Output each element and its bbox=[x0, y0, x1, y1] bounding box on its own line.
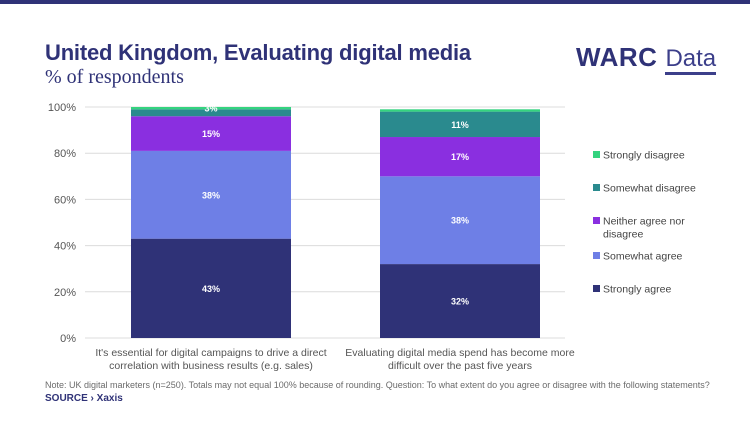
legend-swatch bbox=[593, 252, 600, 259]
bar-segment bbox=[131, 116, 291, 151]
data-label: 32% bbox=[451, 297, 469, 307]
x-category-label: difficult over the past five years bbox=[388, 360, 532, 372]
bar-segment bbox=[131, 107, 291, 110]
legend-swatch bbox=[593, 184, 600, 191]
bar-segment bbox=[380, 137, 540, 177]
warc-data-logo: WARC Data bbox=[576, 42, 717, 75]
bar-segment bbox=[131, 150, 291, 239]
bar-segment bbox=[131, 238, 291, 338]
logo-brand: WARC bbox=[576, 42, 658, 72]
data-label: 38% bbox=[451, 216, 469, 226]
legend-swatch bbox=[593, 285, 600, 292]
legend-label: Somewhat disagree bbox=[603, 183, 696, 195]
source-line: SOURCE › Xaxis bbox=[45, 393, 123, 404]
data-label: 11% bbox=[451, 120, 469, 130]
y-tick-label: 60% bbox=[54, 194, 76, 206]
x-category-label: correlation with business results (e.g. … bbox=[109, 360, 313, 372]
y-tick-label: 100% bbox=[48, 102, 76, 114]
bar-segment bbox=[380, 111, 540, 138]
y-tick-label: 80% bbox=[54, 148, 76, 160]
bar-segment bbox=[380, 109, 540, 112]
legend-label: disagree bbox=[603, 229, 643, 241]
data-label: 15% bbox=[202, 129, 220, 139]
chart-subtitle: % of respondents bbox=[45, 66, 184, 88]
legend-swatch bbox=[593, 151, 600, 158]
x-category-label: Evaluating digital media spend has becom… bbox=[345, 347, 575, 359]
y-tick-label: 40% bbox=[54, 241, 76, 253]
x-category-label: It's essential for digital campaigns to … bbox=[95, 347, 326, 359]
data-label: 3% bbox=[204, 104, 217, 114]
data-label: 17% bbox=[451, 152, 469, 162]
chart-title: United Kingdom, Evaluating digital media bbox=[45, 40, 471, 65]
bar-segment bbox=[131, 109, 291, 117]
legend-label: Strongly disagree bbox=[603, 150, 685, 162]
data-label: 38% bbox=[202, 190, 220, 200]
data-label: 43% bbox=[202, 284, 220, 294]
legend-label: Strongly agree bbox=[603, 284, 671, 296]
legend-swatch bbox=[593, 217, 600, 224]
legend-label: Neither agree nor bbox=[603, 216, 685, 228]
stacked-bar-chart: 0% 20% 40% 60% 80% 100% 43% 38% 15% 3% It's essent… bbox=[48, 102, 696, 372]
y-tick-label: 0% bbox=[60, 333, 76, 345]
y-tick-label: 20% bbox=[54, 287, 76, 299]
logo-product: Data bbox=[665, 45, 717, 75]
footnote: Note: UK digital marketers (n=250). Tota… bbox=[45, 380, 710, 390]
bar-segment bbox=[380, 264, 540, 338]
legend-label: Somewhat agree bbox=[603, 251, 683, 263]
top-accent-bar bbox=[0, 0, 750, 4]
bar-segment bbox=[380, 176, 540, 265]
